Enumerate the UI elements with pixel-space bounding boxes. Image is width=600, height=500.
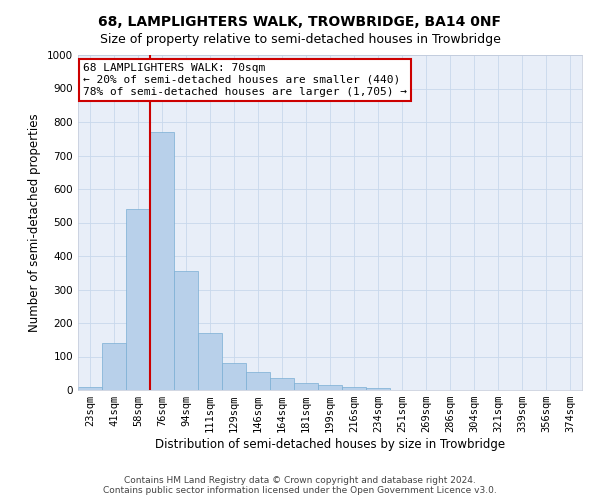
Text: Contains HM Land Registry data © Crown copyright and database right 2024.
Contai: Contains HM Land Registry data © Crown c… xyxy=(103,476,497,495)
Bar xyxy=(222,363,246,390)
Bar xyxy=(150,132,174,390)
Bar xyxy=(78,386,102,390)
Y-axis label: Number of semi-detached properties: Number of semi-detached properties xyxy=(28,113,41,332)
Bar xyxy=(126,209,150,390)
Bar xyxy=(102,343,126,390)
Bar xyxy=(294,384,318,390)
Text: Size of property relative to semi-detached houses in Trowbridge: Size of property relative to semi-detach… xyxy=(100,32,500,46)
Bar xyxy=(270,378,294,390)
Bar xyxy=(198,333,222,390)
Bar xyxy=(366,388,390,390)
Bar xyxy=(246,372,270,390)
Bar xyxy=(342,388,366,390)
Bar xyxy=(318,385,342,390)
Text: 68 LAMPLIGHTERS WALK: 70sqm
← 20% of semi-detached houses are smaller (440)
78% : 68 LAMPLIGHTERS WALK: 70sqm ← 20% of sem… xyxy=(83,64,407,96)
X-axis label: Distribution of semi-detached houses by size in Trowbridge: Distribution of semi-detached houses by … xyxy=(155,438,505,451)
Text: 68, LAMPLIGHTERS WALK, TROWBRIDGE, BA14 0NF: 68, LAMPLIGHTERS WALK, TROWBRIDGE, BA14 … xyxy=(98,15,502,29)
Bar xyxy=(174,271,198,390)
